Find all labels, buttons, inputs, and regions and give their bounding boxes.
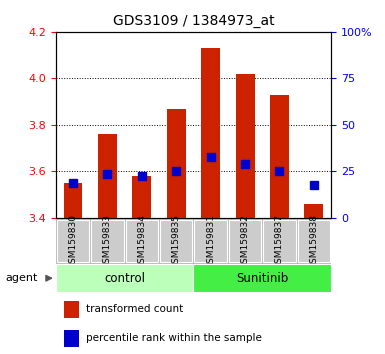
Bar [57,220,89,262]
Text: agent: agent [6,273,38,283]
Bar [91,220,124,262]
Text: Sunitinib: Sunitinib [236,272,288,285]
Bar [298,220,330,262]
Text: GSM159834: GSM159834 [137,213,146,269]
Text: GSM159833: GSM159833 [103,213,112,269]
Bar [194,264,331,292]
Bar [56,264,194,292]
Bar [236,74,254,218]
Bar [167,109,186,218]
Text: GSM159835: GSM159835 [172,213,181,269]
Text: control: control [104,272,145,285]
Bar [270,95,289,218]
Bar [132,176,151,218]
Text: transformed count: transformed count [86,304,183,314]
Text: GSM159832: GSM159832 [241,213,249,269]
Bar [201,48,220,218]
Bar [126,220,158,262]
Bar [305,204,323,218]
Text: percentile rank within the sample: percentile rank within the sample [86,333,262,343]
Title: GDS3109 / 1384973_at: GDS3109 / 1384973_at [113,14,274,28]
Text: GSM159831: GSM159831 [206,213,215,269]
Bar [263,220,296,262]
Text: GSM159837: GSM159837 [275,213,284,269]
Bar [194,220,227,262]
Bar [64,330,79,347]
Text: GSM159838: GSM159838 [310,213,318,269]
Bar [98,134,117,218]
Text: GSM159830: GSM159830 [69,213,77,269]
Bar [64,301,79,318]
Bar [64,183,82,218]
Bar [160,220,192,262]
Bar [229,220,261,262]
